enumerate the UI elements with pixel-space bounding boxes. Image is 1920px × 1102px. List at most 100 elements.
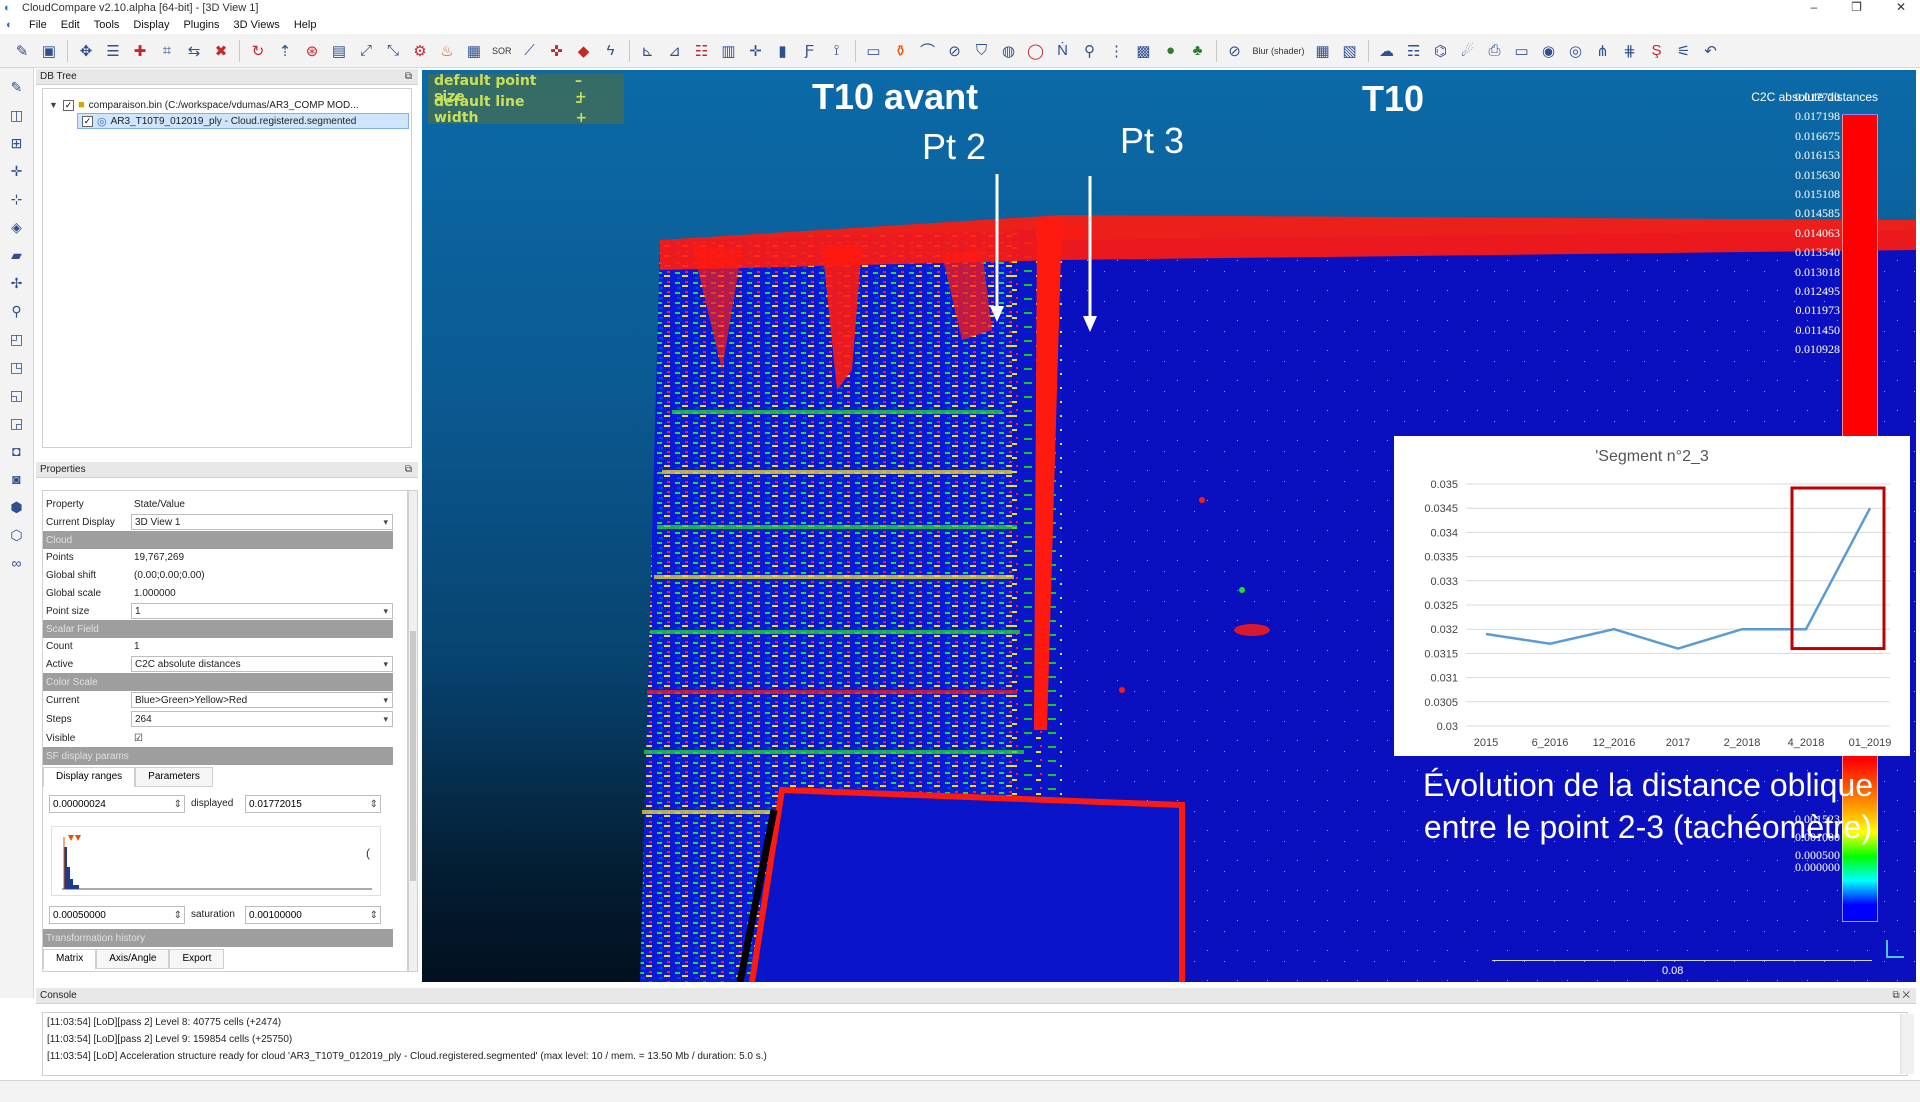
open-icon[interactable]: ✎ [15,42,29,60]
fire-icon[interactable]: ♨ [440,42,454,60]
menu-display[interactable]: Display [133,19,170,31]
tree-item-comparaison[interactable]: ▼ ✓ ■ comparaison.bin (C:/workspace/vdum… [49,97,359,113]
steps-spinbox[interactable]: 264 [131,711,393,727]
normals-icon[interactable]: ⇡ [278,42,292,60]
density-icon[interactable]: ☶ [1406,42,1421,60]
sf-histogram[interactable]: ( [51,826,381,896]
ellipse-icon[interactable]: ◯ [1027,42,1044,60]
menu-edit[interactable]: Edit [60,19,80,31]
color-scale-select[interactable]: Blue>Green>Yellow>Red [131,692,393,708]
menu-help[interactable]: Help [293,19,317,31]
tree-item-cloud[interactable]: ✓ ◎ AR3_T10T9_012019_ply - Cloud.registe… [77,113,409,129]
camera-icon[interactable]: ◫ [9,106,24,123]
sf-gradient-icon[interactable]: ⚙ [413,42,427,60]
sphere-icon[interactable]: ◍ [1001,42,1016,60]
sample-icon[interactable]: ◆ [577,42,590,60]
tab-axis-angle[interactable]: Axis/Angle [96,949,170,969]
view-split-icon[interactable]: ▧ [1342,42,1357,60]
back-iso-icon[interactable]: ⬢ [10,498,23,515]
kd-icon[interactable]: ⌬ [1433,42,1448,60]
menu-tools[interactable]: Tools [93,19,120,31]
pencil-icon[interactable]: ✎ [10,78,23,95]
m3c2-icon[interactable]: ⋔ [1596,42,1609,60]
mls-icon[interactable]: ⋕ [1623,42,1636,60]
list-icon[interactable]: ☰ [106,42,120,60]
cube-icon[interactable]: ▰ [11,246,22,263]
sf-arith-icon[interactable]: Ƒ [804,42,815,59]
app-menu-icon[interactable]: ◐ [6,19,13,31]
crosshair-icon[interactable]: ✛ [10,162,23,179]
pin-icon[interactable]: ⚲ [1084,42,1096,60]
grid-icon[interactable]: ⋮ [1109,42,1125,60]
orange-cube-icon[interactable]: ⬡ [10,526,23,543]
sf-filter-icon[interactable]: ⟟ [833,42,840,59]
settings-icon[interactable]: ✥ [79,42,93,60]
arch-icon[interactable]: ⌒ [920,43,936,60]
tab-parameters[interactable]: Parameters [135,767,213,787]
translate-icon[interactable]: ✜ [550,42,563,60]
close-button[interactable]: ✕ [1895,0,1906,14]
plane-icon[interactable]: ▥ [721,42,736,60]
stereo-icon[interactable]: ∞ [11,555,22,571]
circle-icon[interactable]: ⊘ [948,42,961,60]
current-display-select[interactable]: 3D View 1 [131,514,393,530]
blur-shader-button[interactable]: Blur (shader) [1252,45,1305,56]
bars-icon[interactable]: ▮ [778,42,787,60]
distance-icon[interactable]: ⊿ [668,42,681,60]
add-point-icon[interactable]: ✚ [133,42,147,60]
filter-icon[interactable]: ⤢ [359,42,372,59]
console-close-icon[interactable]: ⧉ ✕ [1892,990,1910,1001]
bottle-icon[interactable]: ⚱ [894,42,907,60]
rotate-icon[interactable]: ◈ [11,218,22,235]
merge-icon[interactable]: ⇆ [187,42,201,60]
ball-icon[interactable]: ● [1165,42,1176,59]
line-width-stepper[interactable]: –+ [575,93,602,126]
minimize-button[interactable]: – [1810,0,1818,14]
undock-icon[interactable]: ⧉ [404,464,412,475]
point-size-select[interactable]: 1 [131,603,393,619]
scrollbar-thumb[interactable] [410,631,416,881]
zoom-icon[interactable]: ⚲ [11,302,22,319]
ruler-icon[interactable]: ⊞ [10,134,23,151]
menu-file[interactable]: File [29,19,47,31]
camera-icon[interactable]: ▭ [866,42,881,60]
3d-view[interactable]: default point size –+ default line width… [422,70,1916,982]
compare-icon[interactable]: ⊾ [641,42,654,60]
shield-icon[interactable]: ⛉ [975,42,988,59]
tab-display-ranges[interactable]: Display ranges [43,767,136,787]
cross-icon[interactable]: ✛ [749,42,762,60]
film-icon[interactable]: ▩ [1136,42,1151,60]
print-icon[interactable]: ⎙ [1488,42,1501,59]
histogram-icon[interactable]: ☷ [694,42,709,60]
undock-icon[interactable]: ⧉ [404,71,412,82]
seg-tool-icon[interactable]: ⚟ [1676,42,1691,60]
tab-matrix[interactable]: Matrix [43,949,97,969]
tree-checkbox[interactable]: ✓ [82,115,93,127]
point-size-stepper[interactable]: –+ [575,72,601,105]
saturation-min-spinbox[interactable]: 0.00050000 [49,906,185,924]
crop-icon[interactable]: ⌗ [162,42,172,59]
bottom-view-icon[interactable]: ◙ [12,471,21,487]
range-min-spinbox[interactable]: 0.00000024 [49,795,185,813]
console-scrollbar[interactable] [1900,1014,1914,1074]
octree-icon[interactable]: ⊛ [305,42,319,60]
s-tool-icon[interactable]: Ş [1651,42,1662,59]
view-grid-icon[interactable]: ▦ [1315,42,1330,60]
chevron-down-icon[interactable]: ▼ [49,100,58,110]
expand-icon[interactable]: ⤡ [386,42,399,59]
undo-icon[interactable]: ↶ [1704,42,1717,60]
saturation-max-spinbox[interactable]: 0.00100000 [245,906,381,924]
front-view-icon[interactable]: ◰ [9,330,24,347]
sor-button[interactable]: SOR [492,45,512,56]
tab-export[interactable]: Export [169,949,225,969]
lightning-icon[interactable]: ϟ [606,42,615,59]
segment-icon[interactable]: ⟋ [524,42,535,59]
tree-icon[interactable]: ♣ [1192,42,1203,59]
checker-icon[interactable]: ▦ [466,42,482,60]
maximize-button[interactable]: ❐ [1851,0,1862,14]
save-icon[interactable]: ▣ [41,42,57,60]
menu-plugins[interactable]: Plugins [183,19,220,31]
iso-view-icon[interactable]: ◘ [12,443,21,459]
displayed-max-spinbox[interactable]: 0.01772015 [245,795,381,813]
globe-icon[interactable]: ◉ [1542,42,1556,60]
